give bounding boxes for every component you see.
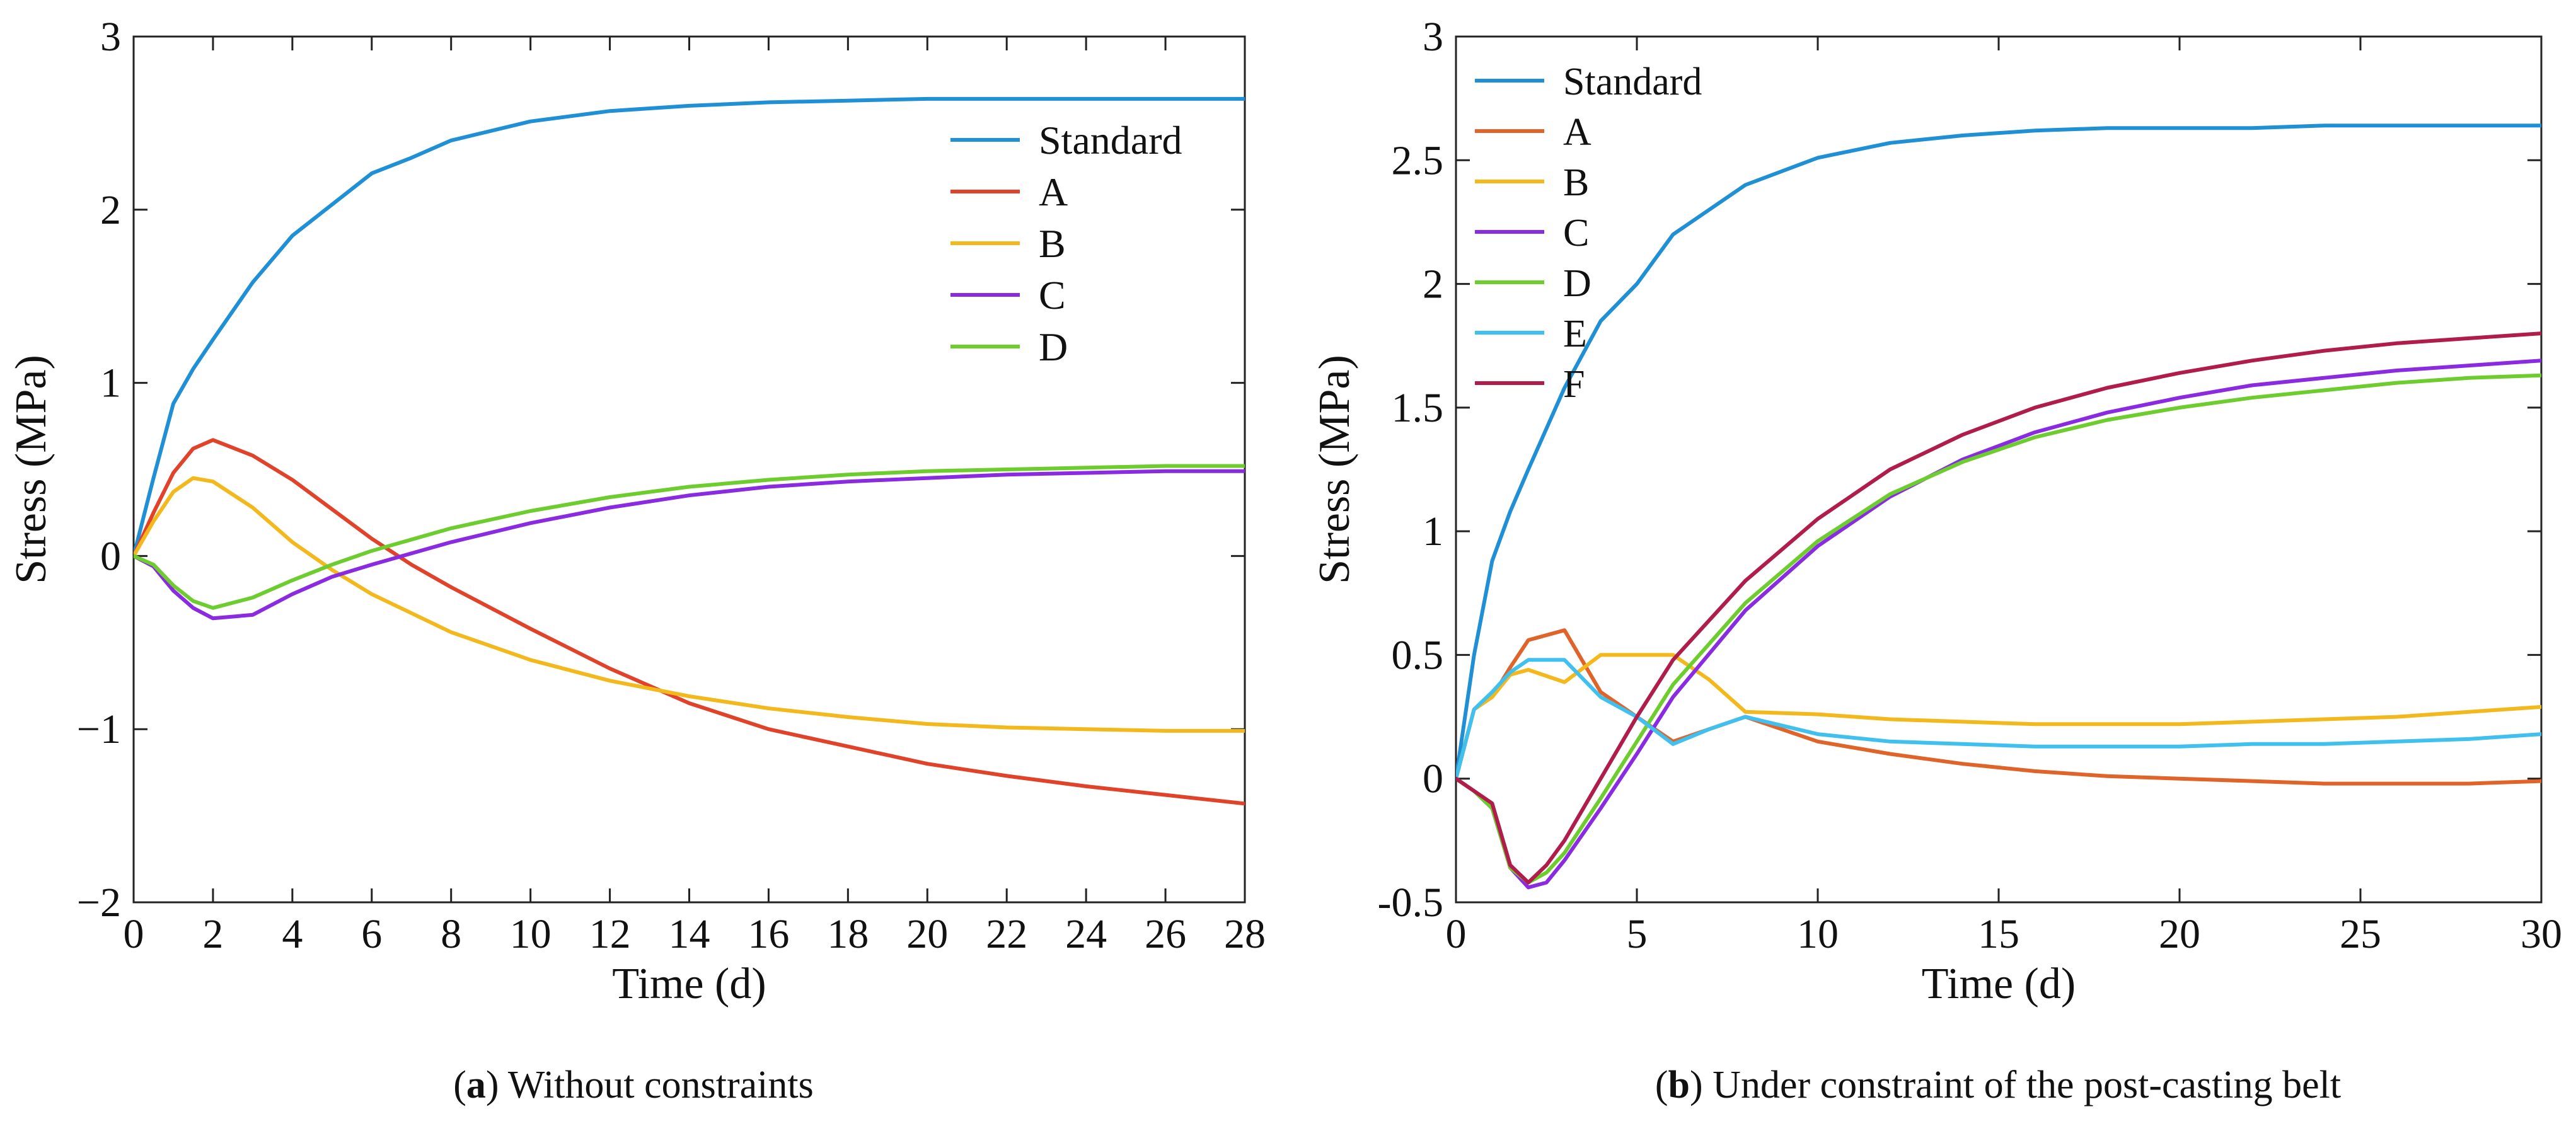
x-tick-label: 4 [282,911,303,957]
y-axis-label: Stress (MPa) [7,355,55,584]
x-axis-label: Time (d) [1922,960,2076,1008]
legend-label: B [1563,161,1589,204]
series-line-c [1456,359,2541,890]
x-tick-label: 10 [1797,911,1839,957]
y-tick-label: 0 [1423,756,1443,802]
x-tick-label: 26 [1145,911,1186,957]
legend-label: C [1039,273,1066,318]
y-axis-label: Stress (MPa) [1310,355,1359,584]
y-tick-label: −1 [77,706,121,752]
series-group [1456,124,2541,890]
series-line-d [1456,373,2541,885]
panel-caption: (b) Under constraint of the post-casting… [1655,1064,2341,1106]
series-line-a [134,438,1245,806]
y-tick-label: 3 [1423,14,1443,60]
series-group [134,96,1245,806]
y-tick-label: -0.5 [1378,880,1443,926]
legend-label: D [1563,262,1591,305]
legend-label: Standard [1563,60,1702,103]
y-tick-label: 2.5 [1392,137,1444,183]
legend-label: Standard [1039,118,1182,163]
x-tick-label: 18 [827,911,869,957]
y-tick-label: 0.5 [1392,632,1444,678]
x-tick-label: 28 [1224,911,1266,957]
legend-label: A [1563,111,1591,154]
legend-label: C [1563,212,1589,255]
y-tick-label: 1 [100,360,121,406]
y-tick-label: 3 [100,14,121,60]
panel-caption: (a) Without constraints [453,1064,814,1106]
x-tick-label: 25 [2340,911,2381,957]
legend-label: F [1563,363,1585,406]
x-tick-label: 12 [589,911,631,957]
x-tick-label: 0 [124,911,144,957]
legend-label: D [1039,325,1068,369]
x-tick-label: 22 [986,911,1027,957]
x-tick-label: 14 [669,911,710,957]
x-tick-label: 16 [748,911,789,957]
y-tick-label: 1.5 [1392,385,1444,431]
legend-label: E [1563,313,1587,355]
series-line-a [1456,628,2541,786]
series-line-f [1456,331,2541,885]
x-tick-label: 2 [202,911,223,957]
series-line-d [134,464,1245,610]
series-line-standard [1456,124,2541,781]
x-tick-label: 20 [906,911,948,957]
x-tick-label: 6 [361,911,382,957]
legend-label: A [1039,169,1068,214]
x-tick-label: 15 [1978,911,2019,957]
x-tick-label: 8 [441,911,461,957]
series-line-e [1456,658,2541,781]
series-line-b [1456,653,2541,781]
y-tick-label: 1 [1423,508,1443,554]
x-tick-label: 10 [510,911,552,957]
x-tick-label: 24 [1065,911,1107,957]
x-tick-label: 30 [2521,911,2562,957]
series-line-b [134,476,1245,733]
x-tick-label: 0 [1446,911,1467,957]
series-line-c [134,469,1245,621]
x-axis-label: Time (d) [612,960,766,1008]
y-tick-label: 2 [100,187,121,233]
legend-label: B [1039,221,1066,266]
x-tick-label: 20 [2159,911,2200,957]
y-tick-label: 2 [1423,261,1443,307]
y-tick-label: −2 [77,880,121,926]
series-line-standard [134,96,1245,558]
x-tick-label: 5 [1627,911,1648,957]
y-tick-label: 0 [100,533,121,579]
